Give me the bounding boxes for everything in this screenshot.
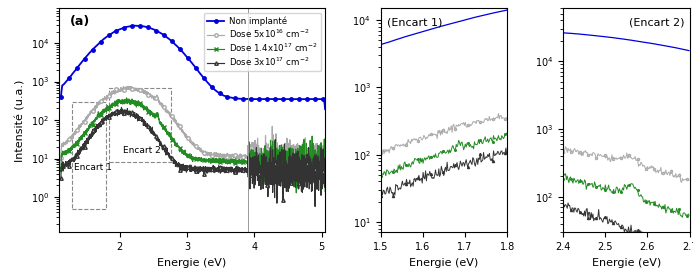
X-axis label: Energie (eV): Energie (eV) (410, 258, 479, 268)
Legend: Non implanté, Dose 5x10$^{16}$ cm$^{-2}$, Dose 1.4x10$^{17}$ cm$^{-2}$, Dose 3x1: Non implanté, Dose 5x10$^{16}$ cm$^{-2}$… (204, 13, 321, 71)
Dose 3x10$^{17}$ cm$^{-2}$ (117, 106, 125, 109)
Dose 3x10$^{17}$ cm$^{-2}$ (178, 163, 186, 166)
Non implanté (57, 95, 65, 99)
Dose 1.4x10$^{17}$ cm$^{-2}$ (123, 96, 131, 100)
Line: Non implanté: Non implanté (59, 24, 327, 111)
Line: Dose 3x10$^{17}$ cm$^{-2}$: Dose 3x10$^{17}$ cm$^{-2}$ (59, 106, 327, 208)
Dose 3x10$^{17}$ cm$^{-2}$ (321, 185, 329, 188)
Dose 1.4x10$^{17}$ cm$^{-2}$ (292, 191, 301, 195)
Non implanté (321, 108, 329, 111)
Non implanté (70, 70, 78, 73)
Dose 1.4x10$^{17}$ cm$^{-2}$ (313, 165, 322, 169)
Dose 1.4x10$^{17}$ cm$^{-2}$ (57, 167, 65, 170)
Dose 3x10$^{17}$ cm$^{-2}$ (70, 158, 78, 162)
Dose 1.4x10$^{17}$ cm$^{-2}$ (321, 190, 329, 193)
Dose 5x10$^{16}$ cm$^{-2}$ (124, 85, 132, 88)
Dose 5x10$^{16}$ cm$^{-2}$ (178, 130, 186, 134)
Non implanté (313, 97, 322, 101)
Dose 1.4x10$^{17}$ cm$^{-2}$ (178, 149, 186, 152)
X-axis label: Energie (eV): Energie (eV) (157, 258, 227, 268)
Non implanté (185, 59, 193, 62)
Dose 5x10$^{16}$ cm$^{-2}$ (313, 145, 322, 148)
Text: Encart 1: Encart 1 (73, 163, 112, 172)
Line: Dose 1.4x10$^{17}$ cm$^{-2}$: Dose 1.4x10$^{17}$ cm$^{-2}$ (59, 96, 327, 195)
Dose 5x10$^{16}$ cm$^{-2}$ (279, 187, 288, 190)
Y-axis label: Intensité (u.a.): Intensité (u.a.) (15, 79, 25, 162)
Dose 1.4x10$^{17}$ cm$^{-2}$ (313, 144, 322, 147)
Line: Dose 5x10$^{16}$ cm$^{-2}$: Dose 5x10$^{16}$ cm$^{-2}$ (59, 85, 327, 190)
Non implanté (178, 50, 186, 53)
Dose 5x10$^{16}$ cm$^{-2}$ (57, 156, 65, 159)
Dose 5x10$^{16}$ cm$^{-2}$ (313, 155, 322, 158)
Non implanté (313, 97, 322, 101)
Non implanté (265, 97, 273, 101)
Text: (a): (a) (69, 15, 90, 28)
Dose 3x10$^{17}$ cm$^{-2}$ (311, 205, 319, 208)
Dose 1.4x10$^{17}$ cm$^{-2}$ (70, 145, 78, 148)
Dose 1.4x10$^{17}$ cm$^{-2}$ (185, 155, 193, 158)
Dose 5x10$^{16}$ cm$^{-2}$ (321, 173, 329, 176)
Dose 5x10$^{16}$ cm$^{-2}$ (265, 157, 273, 161)
Text: Encart 2: Encart 2 (123, 146, 161, 155)
Non implanté (130, 24, 139, 27)
X-axis label: Energie (eV): Energie (eV) (592, 258, 661, 268)
Dose 3x10$^{17}$ cm$^{-2}$ (265, 165, 273, 168)
Dose 3x10$^{17}$ cm$^{-2}$ (185, 167, 193, 170)
Dose 5x10$^{16}$ cm$^{-2}$ (185, 138, 193, 141)
Dose 3x10$^{17}$ cm$^{-2}$ (313, 176, 322, 179)
Dose 3x10$^{17}$ cm$^{-2}$ (57, 177, 65, 180)
Dose 3x10$^{17}$ cm$^{-2}$ (313, 175, 322, 178)
Dose 5x10$^{16}$ cm$^{-2}$ (70, 131, 78, 134)
Dose 1.4x10$^{17}$ cm$^{-2}$ (265, 179, 273, 183)
Text: (Encart 2): (Encart 2) (629, 17, 684, 27)
Text: (Encart 1): (Encart 1) (387, 17, 442, 27)
